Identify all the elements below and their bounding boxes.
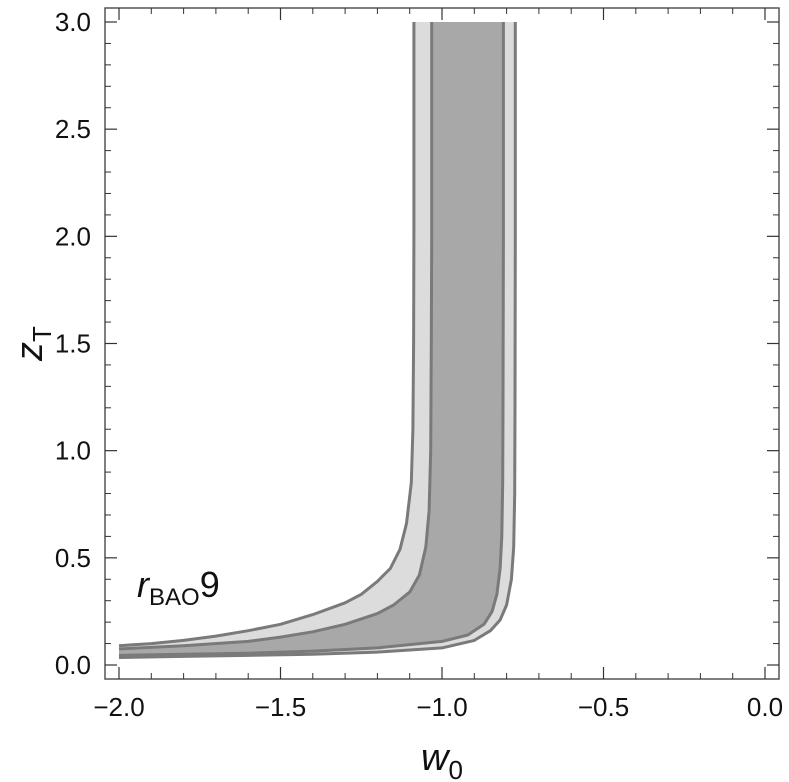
- plot-annotation: rBAO9: [137, 564, 220, 611]
- x-axis-label-sub: 0: [448, 755, 462, 782]
- x-axis-label: w0: [421, 737, 463, 782]
- outer-band-right-edge: [118, 22, 517, 659]
- x-tick-label: −0.5: [578, 692, 629, 722]
- y-tick-label: 0.0: [55, 650, 91, 680]
- confidence-bands: [118, 22, 517, 659]
- inner-band-left-edge: [118, 22, 434, 651]
- y-tick-label: 3.0: [55, 7, 91, 37]
- y-tick-label: 1.5: [55, 329, 91, 359]
- inner-band-right-edge: [118, 22, 505, 657]
- y-axis-ticks: 0.0 0.5 1.0 1.5 2.0 2.5 3.0: [55, 7, 779, 680]
- outer-band: [119, 22, 516, 658]
- y-tick-label: 0.5: [55, 543, 91, 573]
- annotation-main: r: [137, 564, 151, 605]
- x-axis-ticks: −2.0 −1.5 −1.0 −0.5 0.0: [93, 8, 783, 722]
- annotation-suffix: 9: [200, 564, 220, 605]
- inner-band: [119, 22, 504, 656]
- y-tick-label: 2.5: [55, 114, 91, 144]
- x-tick-label: −2.0: [93, 692, 144, 722]
- x-tick-label: −1.0: [416, 692, 467, 722]
- x-tick-label: −1.5: [255, 692, 306, 722]
- y-tick-label: 2.0: [55, 221, 91, 251]
- y-tick-label: 1.0: [55, 436, 91, 466]
- x-axis-label-main: w: [421, 737, 451, 779]
- y-axis-label-main: z: [9, 342, 51, 362]
- outer-band-left-edge: [118, 22, 416, 648]
- y-axis-label-sub: T: [27, 326, 57, 342]
- y-axis-label: zT: [9, 326, 57, 362]
- x-tick-label: 0.0: [747, 692, 783, 722]
- annotation-sub: BAO: [149, 584, 200, 611]
